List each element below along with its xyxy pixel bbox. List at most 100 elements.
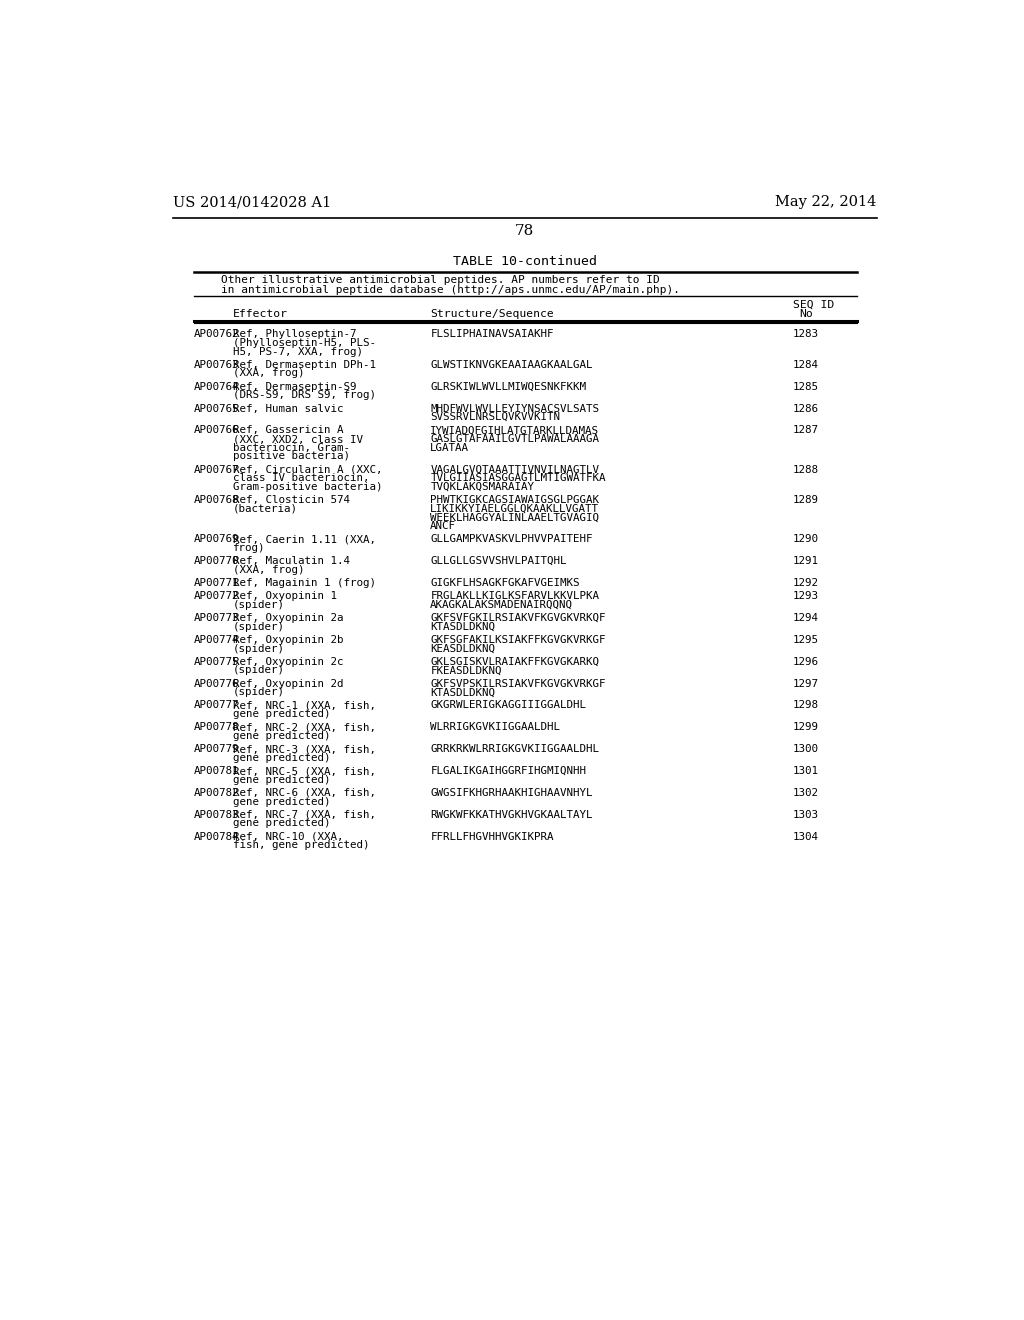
Text: Ref, Closticin 574: Ref, Closticin 574	[232, 495, 349, 506]
Text: gene predicted): gene predicted)	[232, 818, 330, 829]
Text: 1290: 1290	[793, 535, 819, 544]
Text: H5, PS-7, XXA, frog): H5, PS-7, XXA, frog)	[232, 347, 362, 356]
Text: fish, gene predicted): fish, gene predicted)	[232, 841, 369, 850]
Text: 1283: 1283	[793, 330, 819, 339]
Text: (XXA, frog): (XXA, frog)	[232, 368, 304, 379]
Text: KTASDLDKNQ: KTASDLDKNQ	[430, 688, 496, 697]
Text: AP00784: AP00784	[194, 832, 240, 842]
Text: 1291: 1291	[793, 556, 819, 566]
Text: GASLGTAFAAILGVTLPAWALAAAGA: GASLGTAFAAILGVTLPAWALAAAGA	[430, 434, 599, 444]
Text: (Phylloseptin-H5, PLS-: (Phylloseptin-H5, PLS-	[232, 338, 376, 348]
Text: AP00762: AP00762	[194, 330, 240, 339]
Text: ANCF: ANCF	[430, 521, 457, 531]
Text: FKEASDLDKNQ: FKEASDLDKNQ	[430, 665, 502, 676]
Text: frog): frog)	[232, 543, 265, 553]
Text: (spider): (spider)	[232, 644, 285, 653]
Text: Ref, Oxyopinin 2d: Ref, Oxyopinin 2d	[232, 678, 343, 689]
Text: Ref, Circularin A (XXC,: Ref, Circularin A (XXC,	[232, 465, 382, 475]
Text: AP00771: AP00771	[194, 578, 240, 587]
Text: 1304: 1304	[793, 832, 819, 842]
Text: Ref, Dermaseptin-S9: Ref, Dermaseptin-S9	[232, 381, 356, 392]
Text: 1286: 1286	[793, 404, 819, 413]
Text: FRGLAKLLKIGLKSFARVLKKVLPKA: FRGLAKLLKIGLKSFARVLKKVLPKA	[430, 591, 599, 601]
Text: 1292: 1292	[793, 578, 819, 587]
Text: GKGRWLERIGKAGGIIIGGALDHL: GKGRWLERIGKAGGIIIGGALDHL	[430, 701, 587, 710]
Text: bacteriocin, Gram-: bacteriocin, Gram-	[232, 442, 349, 453]
Text: PHWTKIGKCAGSIAWAIGSGLPGGAK: PHWTKIGKCAGSIAWAIGSGLPGGAK	[430, 495, 599, 506]
Text: Ref, Oxyopinin 2b: Ref, Oxyopinin 2b	[232, 635, 343, 645]
Text: TVLGIIASIASGGAGTLMTIGWATFKA: TVLGIIASIASGGAGTLMTIGWATFKA	[430, 473, 606, 483]
Text: GLWSTIKNVGKEAAIAAGKAALGAL: GLWSTIKNVGKEAAIAAGKAALGAL	[430, 360, 593, 370]
Text: Ref, Phylloseptin-7: Ref, Phylloseptin-7	[232, 330, 356, 339]
Text: gene predicted): gene predicted)	[232, 775, 330, 784]
Text: AP00782: AP00782	[194, 788, 240, 799]
Text: (bacteria): (bacteria)	[232, 504, 298, 513]
Text: Ref, NRC-1 (XXA, fish,: Ref, NRC-1 (XXA, fish,	[232, 701, 376, 710]
Text: Ref, Caerin 1.11 (XXA,: Ref, Caerin 1.11 (XXA,	[232, 535, 376, 544]
Text: GLLGAMPKVASKVLPHVVPAITEHF: GLLGAMPKVASKVLPHVVPAITEHF	[430, 535, 593, 544]
Text: AP00783: AP00783	[194, 809, 240, 820]
Text: GRRKRKWLRRIGKGVKIIGGAALDHL: GRRKRKWLRRIGKGVKIIGGAALDHL	[430, 744, 599, 754]
Text: 1288: 1288	[793, 465, 819, 475]
Text: 1301: 1301	[793, 766, 819, 776]
Text: Ref, Gassericin A: Ref, Gassericin A	[232, 425, 343, 436]
Text: 1295: 1295	[793, 635, 819, 645]
Text: (spider): (spider)	[232, 599, 285, 610]
Text: GWGSIFKHGRHAAKHIGHAAVNHYL: GWGSIFKHGRHAAKHIGHAAVNHYL	[430, 788, 593, 799]
Text: 1296: 1296	[793, 657, 819, 667]
Text: AP00765: AP00765	[194, 404, 240, 413]
Text: gene predicted): gene predicted)	[232, 709, 330, 719]
Text: FLSLIPHAINAVSAIAKHF: FLSLIPHAINAVSAIAKHF	[430, 330, 554, 339]
Text: Ref, Oxyopinin 2a: Ref, Oxyopinin 2a	[232, 612, 343, 623]
Text: Ref, Oxyopinin 2c: Ref, Oxyopinin 2c	[232, 657, 343, 667]
Text: AP00763: AP00763	[194, 360, 240, 370]
Text: 78: 78	[515, 224, 535, 238]
Text: KEASDLDKNQ: KEASDLDKNQ	[430, 644, 496, 653]
Text: Ref, Maculatin 1.4: Ref, Maculatin 1.4	[232, 556, 349, 566]
Text: AP00770: AP00770	[194, 556, 240, 566]
Text: (XXC, XXD2, class IV: (XXC, XXD2, class IV	[232, 434, 362, 444]
Text: Other illustrative antimicrobial peptides. AP numbers refer to ID: Other illustrative antimicrobial peptide…	[194, 276, 659, 285]
Text: US 2014/0142028 A1: US 2014/0142028 A1	[173, 195, 331, 210]
Text: WLRRIGKGVKIIGGAALDHL: WLRRIGKGVKIIGGAALDHL	[430, 722, 560, 733]
Text: Ref, Human salvic: Ref, Human salvic	[232, 404, 343, 413]
Text: GKFSGFAKILKSIAKFFKGVGKVRKGF: GKFSGFAKILKSIAKFFKGVGKVRKGF	[430, 635, 606, 645]
Text: Structure/Sequence: Structure/Sequence	[430, 309, 554, 318]
Text: (spider): (spider)	[232, 665, 285, 676]
Text: Ref, Magainin 1 (frog): Ref, Magainin 1 (frog)	[232, 578, 376, 587]
Text: 1289: 1289	[793, 495, 819, 506]
Text: No: No	[799, 309, 813, 318]
Text: GLLGLLGSVVSHVLPAITQHL: GLLGLLGSVVSHVLPAITQHL	[430, 556, 566, 566]
Text: AP00781: AP00781	[194, 766, 240, 776]
Text: AP00766: AP00766	[194, 425, 240, 436]
Text: RWGKWFKKATHVGKHVGKAALTAYL: RWGKWFKKATHVGKHVGKAALTAYL	[430, 809, 593, 820]
Text: Ref, NRC-3 (XXA, fish,: Ref, NRC-3 (XXA, fish,	[232, 744, 376, 754]
Text: 1300: 1300	[793, 744, 819, 754]
Text: Ref, NRC-5 (XXA, fish,: Ref, NRC-5 (XXA, fish,	[232, 766, 376, 776]
Text: AKAGKALAKSMADENAIRQQNQ: AKAGKALAKSMADENAIRQQNQ	[430, 599, 573, 610]
Text: AP00776: AP00776	[194, 678, 240, 689]
Text: AP00767: AP00767	[194, 465, 240, 475]
Text: AP00772: AP00772	[194, 591, 240, 601]
Text: 1303: 1303	[793, 809, 819, 820]
Text: WEEKLHAGGYALINLAAELTGVAGIQ: WEEKLHAGGYALINLAAELTGVAGIQ	[430, 512, 599, 523]
Text: gene predicted): gene predicted)	[232, 752, 330, 763]
Text: Ref, NRC-6 (XXA, fish,: Ref, NRC-6 (XXA, fish,	[232, 788, 376, 799]
Text: AP00768: AP00768	[194, 495, 240, 506]
Text: (XXA, frog): (XXA, frog)	[232, 565, 304, 574]
Text: Ref, NRC-10 (XXA,: Ref, NRC-10 (XXA,	[232, 832, 343, 842]
Text: AP00778: AP00778	[194, 722, 240, 733]
Text: Ref, Oxyopinin 1: Ref, Oxyopinin 1	[232, 591, 337, 601]
Text: Ref, NRC-7 (XXA, fish,: Ref, NRC-7 (XXA, fish,	[232, 809, 376, 820]
Text: Gram-positive bacteria): Gram-positive bacteria)	[232, 482, 382, 492]
Text: LIKIKKYIAELGGLQKAAKLLVGATT: LIKIKKYIAELGGLQKAAKLLVGATT	[430, 504, 599, 513]
Text: 1285: 1285	[793, 381, 819, 392]
Text: KTASDLDKNQ: KTASDLDKNQ	[430, 622, 496, 632]
Text: GKFSVFGKILRSIAKVFKGVGKVRKQF: GKFSVFGKILRSIAKVFKGVGKVRKQF	[430, 612, 606, 623]
Text: FFRLLFHGVHHVGKIKPRA: FFRLLFHGVHHVGKIKPRA	[430, 832, 554, 842]
Text: AP00777: AP00777	[194, 701, 240, 710]
Text: AP00773: AP00773	[194, 612, 240, 623]
Text: Effector: Effector	[232, 309, 288, 318]
Text: class IV bacteriocin,: class IV bacteriocin,	[232, 473, 369, 483]
Text: SEQ ID: SEQ ID	[793, 300, 835, 310]
